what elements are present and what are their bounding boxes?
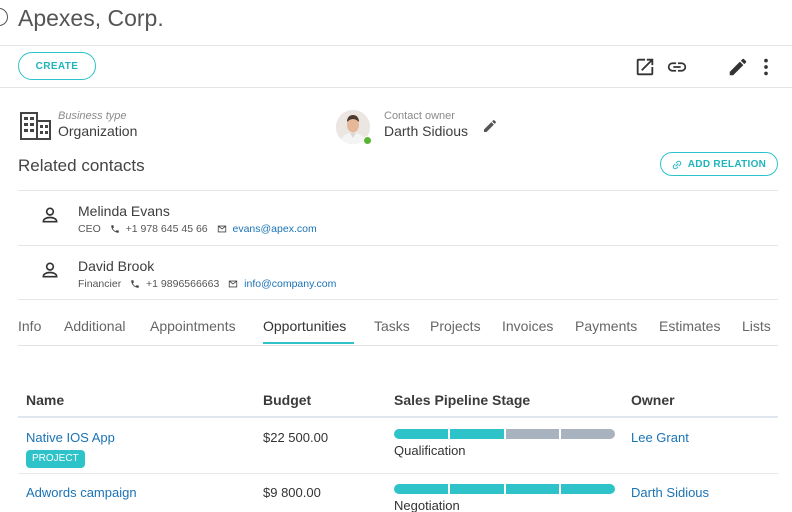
pipeline-stage-bar xyxy=(394,484,615,494)
business-type-label: Business type xyxy=(58,110,127,122)
budget-value: $9 800.00 xyxy=(263,485,321,500)
owner-link[interactable]: Darth Sidious xyxy=(631,485,710,500)
tab-appointments[interactable]: Appointments xyxy=(150,318,236,334)
online-status-dot xyxy=(363,136,372,145)
pipeline-segment xyxy=(449,484,504,494)
pipeline-segment xyxy=(394,429,448,439)
contact-phone: +1 978 645 45 66 xyxy=(125,223,208,235)
business-type-value: Organization xyxy=(58,123,138,139)
contact-email-link[interactable]: evans@apex.com xyxy=(232,223,317,235)
contact-row[interactable]: Melinda Evans CEO +1 978 645 45 66 evans… xyxy=(18,190,778,245)
page-title: Apexes, Corp. xyxy=(18,5,164,31)
add-relation-label: ADD RELATION xyxy=(687,158,767,170)
email-icon xyxy=(217,225,226,233)
contact-role: Financier xyxy=(78,278,122,290)
tab-payments[interactable]: Payments xyxy=(575,318,638,334)
contact-phone: +1 9896566663 xyxy=(146,278,220,290)
pipeline-segment xyxy=(449,429,504,439)
contact-owner-name[interactable]: Darth Sidious xyxy=(384,123,469,139)
phone-icon xyxy=(131,280,139,288)
pipeline-segment xyxy=(505,484,560,494)
tab-opportunities[interactable]: Opportunities xyxy=(263,318,347,334)
pipeline-segment xyxy=(505,429,560,439)
more-vertical-icon[interactable] xyxy=(755,56,777,78)
column-header-name[interactable]: Name xyxy=(26,392,65,408)
link-icon xyxy=(672,160,682,170)
tab-estimates[interactable]: Estimates xyxy=(659,318,721,334)
pipeline-segment xyxy=(561,484,615,494)
contact-meta: CEO +1 978 645 45 66 evans@apex.com xyxy=(78,223,317,235)
tab-projects[interactable]: Projects xyxy=(430,318,481,334)
tab-info[interactable]: Info xyxy=(18,318,42,334)
person-icon xyxy=(42,262,58,278)
add-relation-button[interactable]: ADD RELATION xyxy=(660,152,778,176)
active-tab-indicator xyxy=(263,342,354,344)
create-button[interactable]: CREATE xyxy=(18,52,96,80)
contact-meta: Financier +1 9896566663 info@company.com xyxy=(78,278,336,290)
business-type: Business type Organization xyxy=(58,110,137,139)
contact-role: CEO xyxy=(78,223,101,235)
column-header-budget[interactable]: Budget xyxy=(263,392,312,408)
project-tag: PROJECT xyxy=(26,450,85,468)
tab-bar: Info Additional Appointments Opportuniti… xyxy=(18,310,778,346)
tab-additional[interactable]: Additional xyxy=(64,318,126,334)
table-row[interactable]: Native IOS App PROJECT $22 500.00 Qualif… xyxy=(18,419,778,474)
opportunity-name-link[interactable]: Adwords campaign xyxy=(26,485,137,500)
contact-name[interactable]: Melinda Evans xyxy=(78,203,170,219)
budget-value: $22 500.00 xyxy=(263,430,329,445)
pipeline-segment xyxy=(561,429,615,439)
tab-invoices[interactable]: Invoices xyxy=(502,318,554,334)
pipeline-stage-label: Qualification xyxy=(394,443,466,458)
table-row[interactable]: Adwords campaign $9 800.00 Negotiation D… xyxy=(18,474,778,512)
link-icon[interactable] xyxy=(666,56,688,78)
person-icon xyxy=(42,207,58,223)
open-external-icon[interactable] xyxy=(634,56,656,78)
title-bar: Apexes, Corp. xyxy=(0,0,792,46)
edit-pencil-icon[interactable] xyxy=(727,56,749,78)
contact-row[interactable]: David Brook Financier +1 9896566663 info… xyxy=(18,245,778,300)
owner-avatar[interactable] xyxy=(336,110,370,144)
contact-email-link[interactable]: info@company.com xyxy=(244,278,337,290)
tab-tasks[interactable]: Tasks xyxy=(374,318,410,334)
contact-owner: Contact owner Darth Sidious xyxy=(384,110,468,139)
contact-owner-label: Contact owner xyxy=(384,110,455,122)
toolbar: CREATE xyxy=(0,46,792,88)
pipeline-stage-bar xyxy=(394,429,615,439)
opportunity-name-link[interactable]: Native IOS App xyxy=(26,430,115,445)
owner-link[interactable]: Lee Grant xyxy=(631,430,689,445)
table-header: Name Budget Sales Pipeline Stage Owner xyxy=(18,382,778,418)
contact-name[interactable]: David Brook xyxy=(78,258,155,274)
related-contacts-title: Related contacts xyxy=(18,156,145,175)
column-header-stage[interactable]: Sales Pipeline Stage xyxy=(394,392,531,408)
building-icon xyxy=(20,112,51,140)
tab-lists[interactable]: Lists xyxy=(742,318,771,334)
pipeline-segment xyxy=(394,484,448,494)
email-icon xyxy=(229,280,238,288)
avatar-image xyxy=(336,110,370,144)
back-icon[interactable] xyxy=(0,8,8,26)
pipeline-stage-label: Negotiation xyxy=(394,498,460,512)
edit-owner-icon[interactable] xyxy=(482,118,498,134)
column-header-owner[interactable]: Owner xyxy=(631,392,675,408)
phone-icon xyxy=(110,225,119,233)
